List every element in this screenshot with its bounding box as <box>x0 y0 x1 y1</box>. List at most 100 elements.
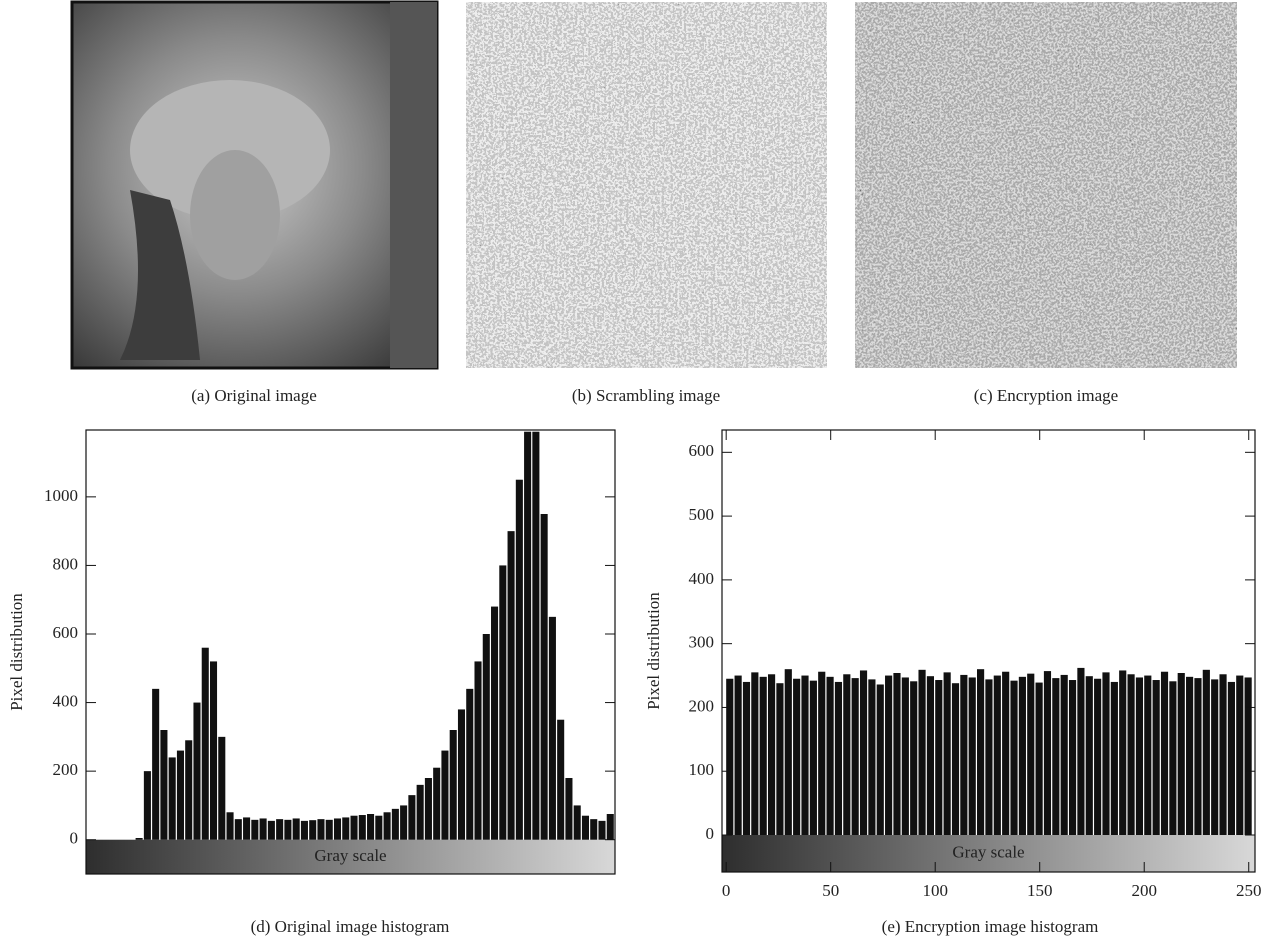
x-tick-label: 50 <box>822 881 839 900</box>
bar <box>1052 678 1060 836</box>
bar <box>524 431 532 840</box>
bar <box>259 818 267 840</box>
plot-frame <box>85 429 616 875</box>
bar <box>784 669 792 836</box>
original-image <box>70 0 439 370</box>
y-tick-label: 100 <box>689 760 715 779</box>
bar <box>606 814 614 840</box>
bar <box>1219 674 1227 836</box>
bar <box>985 679 993 836</box>
x-tick-label: 0 <box>722 881 731 900</box>
bar <box>793 678 801 836</box>
bar <box>416 784 424 840</box>
y-axis-label: Pixel distribution <box>644 592 663 710</box>
bar <box>491 606 499 840</box>
bar <box>1177 673 1185 836</box>
bar <box>143 771 151 840</box>
bar <box>300 820 308 840</box>
y-tick-label: 300 <box>689 633 715 652</box>
bar <box>284 819 292 840</box>
bar <box>226 812 234 840</box>
bar <box>590 819 598 840</box>
bar <box>234 819 242 840</box>
bar <box>734 675 742 836</box>
bar <box>317 819 325 840</box>
y-tick-label: 400 <box>689 569 715 588</box>
bar <box>1077 667 1085 836</box>
bar <box>1094 678 1102 836</box>
bar <box>557 719 565 840</box>
scale-label: Gray scale <box>314 846 386 865</box>
caption: (c) Encryption image <box>974 386 1118 405</box>
bar <box>901 677 909 836</box>
bar <box>1144 675 1152 836</box>
bar <box>1160 671 1169 836</box>
bar <box>1211 679 1219 836</box>
caption: (b) Scrambling image <box>572 386 720 405</box>
bar <box>424 778 432 840</box>
bar <box>885 675 893 836</box>
bar <box>152 688 160 840</box>
bar <box>201 647 209 840</box>
bar <box>358 815 366 840</box>
gray-scale-bar <box>86 839 615 874</box>
bar <box>868 679 876 836</box>
gray-scale-bar <box>722 835 1255 872</box>
bar <box>918 669 926 836</box>
x-tick-label: 200 <box>1131 881 1157 900</box>
y-tick-label: 200 <box>53 760 79 779</box>
bar <box>507 531 515 840</box>
bar <box>826 676 834 836</box>
bar <box>333 818 342 840</box>
bar <box>160 730 168 840</box>
bar <box>309 820 317 840</box>
bar <box>1027 673 1035 836</box>
bar <box>598 820 606 840</box>
bar <box>565 778 573 840</box>
bar <box>926 676 934 836</box>
bar <box>943 672 951 836</box>
bar <box>1169 681 1177 836</box>
bar <box>751 672 759 836</box>
encryption-image <box>855 2 1237 368</box>
bar <box>1085 676 1093 836</box>
bar <box>968 677 976 836</box>
bar <box>251 819 259 840</box>
bar <box>176 750 184 840</box>
bar <box>350 815 358 840</box>
bar <box>859 670 868 836</box>
bar <box>168 757 176 840</box>
bar <box>408 795 416 840</box>
x-tick-label: 150 <box>1027 881 1053 900</box>
bar <box>1002 671 1010 836</box>
bar <box>400 805 408 840</box>
x-tick-label: 100 <box>922 881 948 900</box>
bar <box>851 678 859 836</box>
bar <box>441 750 449 840</box>
bar <box>449 730 457 840</box>
bar <box>433 767 441 840</box>
bar <box>218 736 226 840</box>
bar <box>1194 678 1202 836</box>
bar <box>383 812 391 840</box>
bar <box>276 819 284 840</box>
bar <box>325 819 333 840</box>
bar <box>540 514 548 840</box>
bar <box>834 681 843 836</box>
bar <box>457 709 466 840</box>
bar <box>1018 676 1026 836</box>
bar <box>367 814 375 840</box>
scale-label: Gray scale <box>952 842 1024 861</box>
plot-frame <box>721 429 1256 873</box>
bar <box>342 817 350 840</box>
bar <box>135 838 143 840</box>
bar <box>482 634 490 840</box>
bar <box>960 674 968 836</box>
bar <box>759 676 767 836</box>
bar <box>573 805 581 840</box>
bar <box>548 616 556 840</box>
bar <box>1035 682 1043 836</box>
bar <box>1236 675 1244 836</box>
bar <box>776 683 784 836</box>
bar <box>1244 677 1252 836</box>
